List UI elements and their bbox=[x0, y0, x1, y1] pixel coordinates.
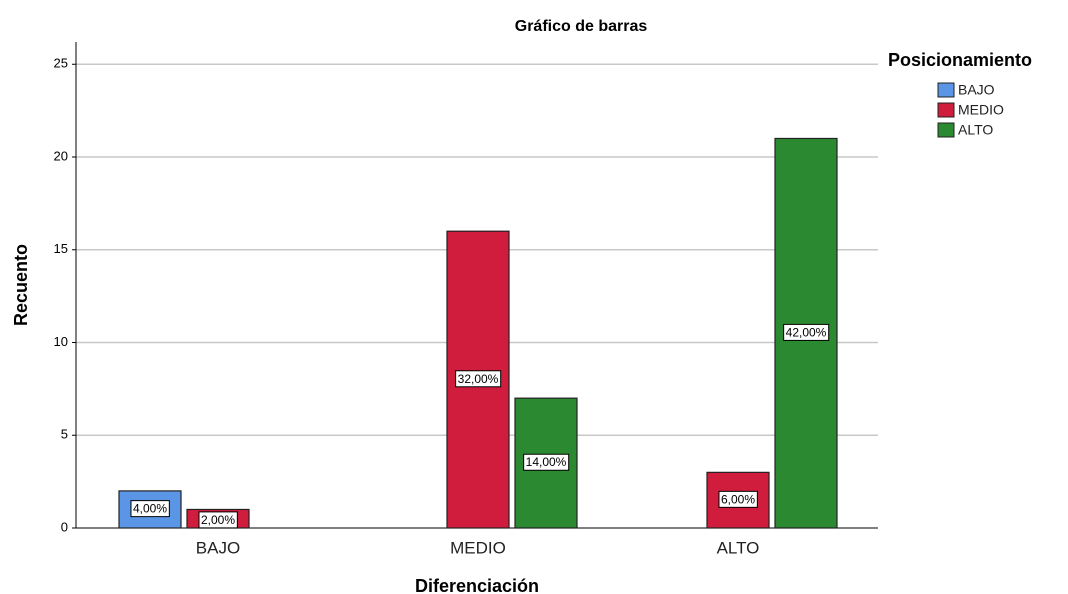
y-axis-label: Recuento bbox=[11, 244, 31, 326]
data-label: 2,00% bbox=[201, 513, 235, 527]
data-label-box bbox=[523, 453, 570, 471]
y-tick-label: 5 bbox=[61, 427, 68, 442]
y-tick-label: 25 bbox=[54, 56, 68, 71]
x-tick-label: ALTO bbox=[717, 538, 760, 557]
legend-swatch bbox=[937, 122, 955, 138]
legend-title: Posicionamiento bbox=[888, 50, 1032, 70]
data-label: 14,00% bbox=[526, 455, 567, 469]
data-label: 4,00% bbox=[133, 502, 167, 516]
y-tick-label: 0 bbox=[61, 519, 68, 534]
data-label: 42,00% bbox=[786, 325, 827, 339]
data-label-box bbox=[718, 490, 758, 508]
data-label: 6,00% bbox=[721, 492, 755, 506]
legend-label: BAJO bbox=[958, 82, 995, 98]
y-tick-label: 20 bbox=[54, 148, 68, 163]
y-tick-label: 15 bbox=[54, 241, 68, 256]
x-tick-label: MEDIO bbox=[450, 538, 506, 557]
y-tick-label: 10 bbox=[54, 334, 68, 349]
data-label: 32,00% bbox=[458, 372, 499, 386]
legend-swatch bbox=[937, 102, 955, 118]
data-label-box bbox=[455, 370, 502, 388]
x-axis-label: Diferenciación bbox=[415, 576, 539, 594]
data-label-box bbox=[130, 500, 170, 518]
data-label-box bbox=[783, 323, 830, 341]
chart-title: Gráfico de barras bbox=[515, 18, 648, 35]
legend-swatch bbox=[937, 82, 955, 98]
legend-label: MEDIO bbox=[958, 102, 1004, 118]
x-tick-label: BAJO bbox=[196, 538, 240, 557]
legend-label: ALTO bbox=[958, 122, 993, 138]
data-label-box bbox=[198, 511, 238, 529]
